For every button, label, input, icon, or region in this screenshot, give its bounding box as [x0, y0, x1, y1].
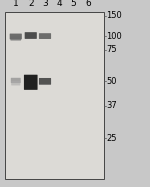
Text: 25: 25: [106, 134, 117, 143]
Text: 100: 100: [106, 32, 122, 41]
Bar: [5, 12, 104, 179]
FancyBboxPatch shape: [10, 34, 22, 39]
Text: 75: 75: [106, 45, 117, 54]
FancyBboxPatch shape: [11, 81, 20, 85]
Text: 5: 5: [71, 0, 76, 8]
FancyBboxPatch shape: [25, 32, 37, 39]
Text: 50: 50: [106, 77, 117, 86]
FancyBboxPatch shape: [11, 78, 21, 83]
Text: 1: 1: [13, 0, 19, 8]
Text: 3: 3: [42, 0, 48, 8]
Text: 6: 6: [85, 0, 91, 8]
FancyBboxPatch shape: [39, 78, 51, 85]
Text: 150: 150: [106, 11, 122, 20]
FancyBboxPatch shape: [10, 36, 21, 41]
FancyBboxPatch shape: [39, 33, 51, 39]
Text: 2: 2: [28, 0, 34, 8]
Text: 4: 4: [56, 0, 62, 8]
FancyBboxPatch shape: [24, 75, 38, 90]
Text: 37: 37: [106, 101, 117, 110]
